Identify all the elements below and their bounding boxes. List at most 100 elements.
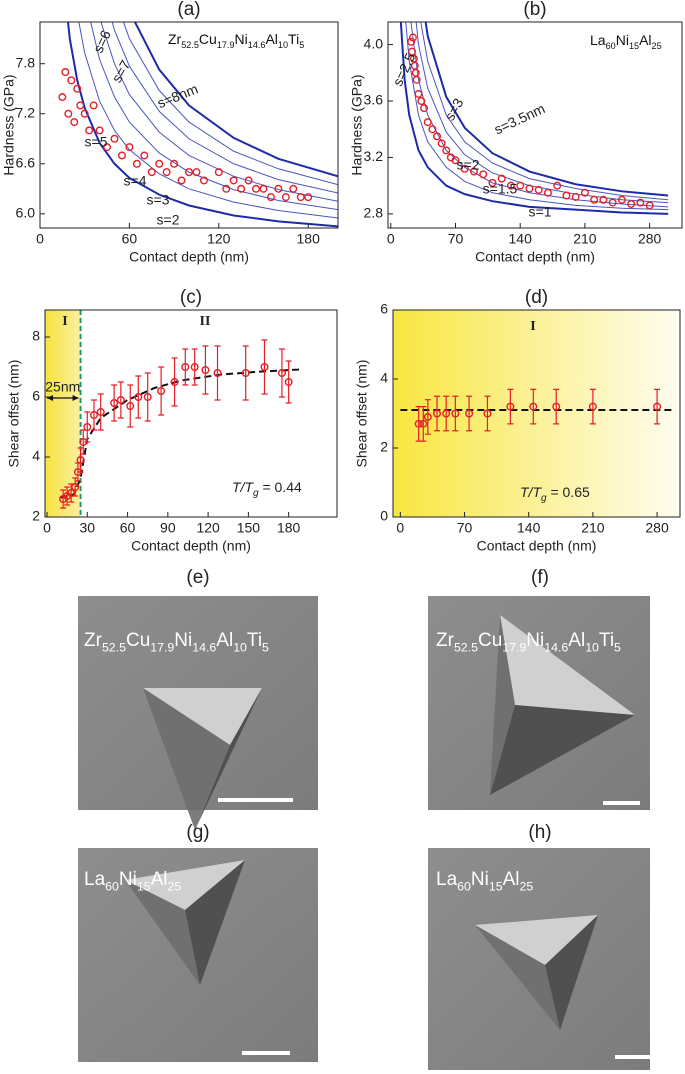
model-curve <box>424 22 669 197</box>
y-tick-label: 4 <box>380 370 388 386</box>
indent-face <box>143 688 230 830</box>
data-point <box>460 164 469 173</box>
formula-subscript: 25 <box>167 880 181 894</box>
data-point <box>184 168 193 177</box>
x-tick-label: 0 <box>396 520 404 536</box>
error-bar <box>111 384 118 422</box>
error-bar <box>171 357 178 407</box>
model-curve <box>405 22 669 211</box>
x-tick-label: 150 <box>237 520 261 536</box>
y-tick-label: 4.0 <box>364 35 384 51</box>
formula-subscript: 5 <box>299 40 304 50</box>
data-point <box>525 184 534 193</box>
data-point <box>162 168 171 177</box>
error-bar <box>261 339 268 395</box>
formula-element: Al <box>265 31 277 47</box>
error-bar <box>97 393 104 431</box>
data-point <box>284 378 293 387</box>
formula-subscript: 17.9 <box>150 641 174 655</box>
y-tick-label: 0 <box>380 508 388 524</box>
data-point <box>95 126 104 135</box>
plot-area <box>400 388 676 442</box>
x-tick-label: 180 <box>277 520 301 536</box>
y-axis-label: Shear offset (nm) <box>6 360 22 468</box>
data-point <box>125 143 134 152</box>
curve-label: s=8nm <box>155 80 200 111</box>
panel-title: (a) <box>177 0 200 20</box>
formula-subscript: 60 <box>457 880 471 894</box>
data-point <box>67 76 76 85</box>
data-point <box>451 156 460 165</box>
formula-subscript: 52.5 <box>181 40 199 50</box>
data-point <box>412 75 421 84</box>
data-point <box>506 181 515 190</box>
formula-subscript: 5 <box>262 641 269 655</box>
error-bar <box>278 348 285 398</box>
data-point <box>599 195 608 204</box>
data-point <box>645 201 654 210</box>
data-point <box>132 159 141 168</box>
formula-element: Al <box>639 32 651 48</box>
error-bar <box>434 395 441 432</box>
data-point <box>437 139 446 148</box>
x-tick-label: 280 <box>645 520 669 536</box>
formula-element: Ni <box>119 869 137 890</box>
data-point <box>553 181 562 190</box>
formula-element: La <box>84 869 106 890</box>
panel: 25nm (c) Contact depth (nm) Shear offset (n… <box>6 287 338 554</box>
indent-face <box>545 915 598 1030</box>
y-tick-label: 3.2 <box>364 148 384 164</box>
boundary-label: 25nm <box>45 379 80 395</box>
formula-element: Ti <box>599 630 614 651</box>
data-point <box>214 168 223 177</box>
data-point <box>469 167 478 176</box>
data-point <box>90 411 99 420</box>
y-tick-label: 6 <box>32 388 40 404</box>
curve-label: s=2 <box>157 212 180 228</box>
x-tick-label: 280 <box>638 231 662 247</box>
panel-title: (h) <box>528 822 551 843</box>
data-point <box>417 97 426 106</box>
formula-subscript: 15 <box>629 41 639 51</box>
data-point <box>222 184 231 193</box>
data-point <box>289 184 298 193</box>
fit-line <box>60 368 303 499</box>
plot-area <box>399 22 669 215</box>
formula-subscript: 14.6 <box>544 641 568 655</box>
curve-label: s=3.5nm <box>492 100 548 137</box>
data-point <box>199 176 208 185</box>
panel: (d) Contact depth (nm) Shear offset (nm) 0 7… <box>354 287 681 554</box>
panel-title: (b) <box>523 0 546 20</box>
data-point <box>170 159 179 168</box>
data-point <box>61 68 70 77</box>
curve-label: s=3 <box>147 192 170 208</box>
data-point <box>636 198 645 207</box>
error-bar <box>214 345 221 401</box>
y-tick-label: 2 <box>32 508 40 524</box>
formula-element: Zr <box>436 630 455 651</box>
model-curve <box>399 22 669 215</box>
ratio-value: = 0.44 <box>259 479 302 495</box>
x-axis-label: Contact depth (nm) <box>475 249 595 265</box>
data-point <box>67 489 76 498</box>
error-bar <box>242 345 249 401</box>
panel: (a) Contact depth (nm) Hardness (GPa) 0 60 12… <box>1 0 339 265</box>
data-point <box>134 393 143 402</box>
formula-element: Ti <box>247 630 262 651</box>
error-bar <box>182 348 189 386</box>
formula-element: Al <box>151 869 168 890</box>
data-point <box>423 412 432 421</box>
error-bar <box>91 399 98 431</box>
data-point <box>296 193 305 202</box>
error-bar <box>424 399 431 435</box>
y-axis-label: Shear offset (nm) <box>354 360 370 468</box>
data-point <box>213 369 222 378</box>
model-curve <box>90 22 338 211</box>
data-point <box>89 101 98 110</box>
data-point <box>73 84 82 93</box>
x-axis-label: Contact depth (nm) <box>131 538 251 554</box>
indent-face <box>490 615 515 795</box>
data-point <box>252 184 261 193</box>
formula-subscript: 60 <box>105 880 119 894</box>
